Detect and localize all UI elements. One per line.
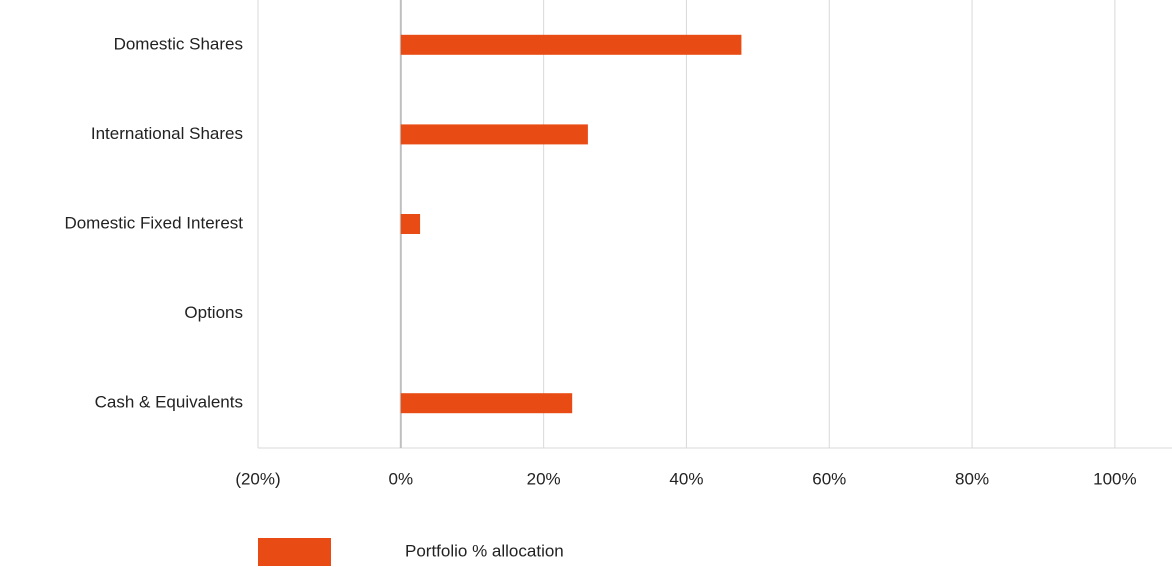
x-tick-label: 20% xyxy=(527,469,561,488)
legend-label: Portfolio % allocation xyxy=(405,541,564,560)
bar xyxy=(400,34,742,55)
x-tick-label: 0% xyxy=(389,469,414,488)
y-tick-label: Domestic Fixed Interest xyxy=(64,213,243,232)
x-tick-label: 80% xyxy=(955,469,989,488)
bar xyxy=(400,124,588,145)
legend-swatch xyxy=(258,538,331,566)
x-tick-label: 100% xyxy=(1093,469,1136,488)
y-tick-label: Options xyxy=(184,303,243,322)
y-tick-label: International Shares xyxy=(91,124,243,143)
x-tick-label: (20%) xyxy=(235,469,280,488)
x-tick-label: 40% xyxy=(669,469,703,488)
bar xyxy=(400,393,573,414)
y-tick-label: Domestic Shares xyxy=(114,34,243,53)
x-tick-label: 60% xyxy=(812,469,846,488)
y-tick-label: Cash & Equivalents xyxy=(95,393,243,412)
bar xyxy=(400,214,421,234)
